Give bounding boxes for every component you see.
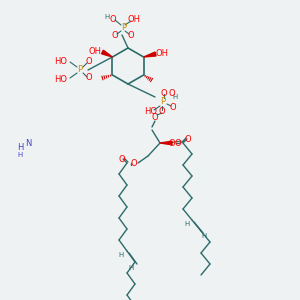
Text: HO: HO xyxy=(54,74,67,83)
Text: OH: OH xyxy=(128,16,140,25)
Text: P: P xyxy=(160,98,166,106)
Text: O: O xyxy=(170,103,176,112)
Text: H: H xyxy=(104,14,110,20)
Text: O: O xyxy=(152,113,158,122)
Polygon shape xyxy=(160,141,172,145)
Text: O: O xyxy=(161,88,167,98)
Text: OH: OH xyxy=(89,46,102,56)
Text: H: H xyxy=(201,233,207,239)
Text: H: H xyxy=(128,265,134,271)
Text: O: O xyxy=(86,74,92,82)
Polygon shape xyxy=(101,50,112,57)
Text: H: H xyxy=(184,221,190,227)
Text: O: O xyxy=(86,58,92,67)
Text: O: O xyxy=(175,139,181,148)
Text: O: O xyxy=(159,106,165,116)
Text: H: H xyxy=(17,152,22,158)
Text: H: H xyxy=(17,143,23,152)
Text: O: O xyxy=(169,139,175,148)
Text: H: H xyxy=(118,252,124,258)
Text: OH: OH xyxy=(155,49,168,58)
Text: N: N xyxy=(25,139,31,148)
Text: O: O xyxy=(131,160,137,169)
Text: O: O xyxy=(169,88,175,98)
Text: P: P xyxy=(77,65,83,74)
Text: O: O xyxy=(185,134,191,143)
Text: HO: HO xyxy=(54,56,67,65)
Text: O: O xyxy=(112,31,118,40)
Text: H: H xyxy=(172,94,178,100)
Text: O: O xyxy=(128,31,134,40)
Polygon shape xyxy=(144,52,156,57)
Text: HO: HO xyxy=(145,106,158,116)
Text: O: O xyxy=(110,14,116,23)
Text: O: O xyxy=(119,154,125,164)
Text: P: P xyxy=(122,23,127,32)
